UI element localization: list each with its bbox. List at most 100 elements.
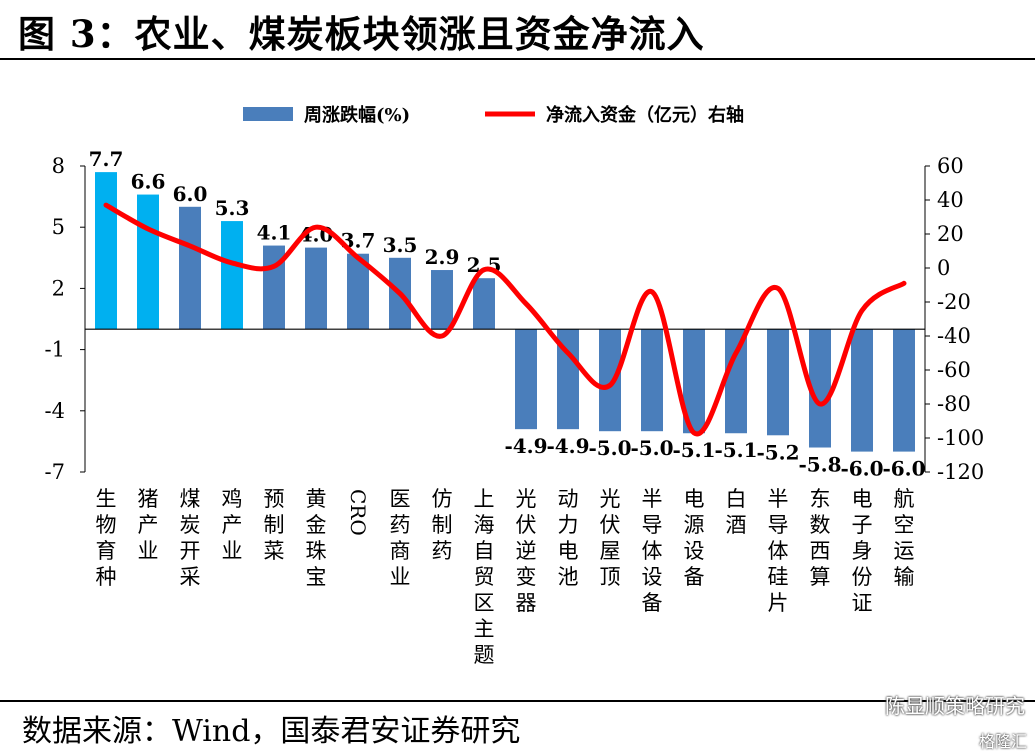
bottom-rule bbox=[0, 700, 1035, 702]
legend-swatch-bars bbox=[243, 107, 293, 121]
right-tick-label: -120 bbox=[937, 460, 984, 484]
category-label-char: 力 bbox=[558, 513, 579, 537]
category-label-char: 采 bbox=[180, 565, 201, 589]
category-label-char: 备 bbox=[642, 591, 663, 615]
bar bbox=[725, 329, 747, 434]
bar-value-label: 7.7 bbox=[89, 147, 124, 171]
left-tick-label: 2 bbox=[52, 276, 65, 300]
category-label-char: 设 bbox=[642, 565, 663, 589]
category-label-char: 金 bbox=[306, 513, 327, 537]
bar bbox=[767, 329, 789, 436]
watermark: 陈显顺策略研究 bbox=[885, 694, 1025, 718]
category-label-char: 身 bbox=[852, 539, 873, 563]
category-label-char: 电 bbox=[558, 539, 579, 563]
bar bbox=[599, 329, 621, 432]
category-label-char: 区 bbox=[474, 591, 495, 615]
category-label-char: 业 bbox=[222, 539, 243, 563]
bar bbox=[557, 329, 579, 430]
left-tick-label: -4 bbox=[45, 399, 65, 423]
category-label-char: 屋 bbox=[600, 539, 621, 563]
right-tick-label: 40 bbox=[937, 188, 964, 212]
category-label-char: 自 bbox=[474, 539, 495, 563]
category-label-char: 主 bbox=[474, 617, 495, 641]
bar-value-label: -6.0 bbox=[882, 457, 925, 481]
category-label-char: 半 bbox=[642, 487, 663, 511]
category-label-char: 份 bbox=[852, 565, 873, 589]
bar-value-label: 4.1 bbox=[257, 221, 292, 245]
right-tick-label: -80 bbox=[937, 392, 971, 416]
bar-value-label: 6.6 bbox=[131, 170, 166, 194]
category-label-char: 产 bbox=[138, 513, 159, 537]
category-label-char: 药 bbox=[432, 539, 453, 563]
category-label-char: 煤 bbox=[180, 487, 201, 511]
category-label-char: 器 bbox=[516, 591, 537, 615]
category-label: 预制菜 bbox=[264, 487, 285, 563]
bar-value-label: -5.1 bbox=[672, 438, 715, 462]
category-label-text: CRO bbox=[346, 489, 370, 536]
right-tick-label: 60 bbox=[937, 154, 964, 178]
bar bbox=[851, 329, 873, 452]
category-label-char: 药 bbox=[390, 513, 411, 537]
bar-value-label: 2.9 bbox=[425, 245, 460, 269]
bar-value-label: 6.0 bbox=[173, 182, 208, 206]
bar-value-label: -4.9 bbox=[504, 434, 547, 458]
bar bbox=[683, 329, 705, 434]
category-label-char: 逆 bbox=[516, 539, 537, 563]
bar-value-label: -5.8 bbox=[798, 453, 841, 477]
category-label-char: 变 bbox=[516, 565, 537, 589]
category-label-char: 光 bbox=[516, 487, 537, 511]
category-label-char: 黄 bbox=[306, 487, 327, 511]
bar-value-label: -5.0 bbox=[630, 436, 673, 460]
category-label-char: 数 bbox=[810, 513, 831, 537]
left-tick-label: 8 bbox=[52, 154, 65, 178]
category-label-char: 白 bbox=[726, 487, 747, 511]
category-label: CRO bbox=[346, 489, 370, 536]
right-tick-label: -20 bbox=[937, 290, 971, 314]
category-label-char: 业 bbox=[390, 565, 411, 589]
bar bbox=[641, 329, 663, 432]
category-label-char: 生 bbox=[96, 487, 117, 511]
bar-value-label: 3.5 bbox=[383, 233, 418, 257]
category-label-char: 酒 bbox=[726, 513, 747, 537]
category-label-char: 产 bbox=[222, 513, 243, 537]
category-label-char: 子 bbox=[852, 513, 873, 537]
net-inflow-line bbox=[103, 202, 907, 437]
category-label-char: 种 bbox=[96, 565, 117, 589]
category-label-char: 电 bbox=[684, 487, 705, 511]
bar bbox=[137, 194, 159, 330]
left-tick-label: -7 bbox=[45, 460, 65, 484]
category-label-char: 鸡 bbox=[222, 487, 243, 511]
category-label-char: 物 bbox=[96, 513, 117, 537]
category-label-char: 备 bbox=[684, 565, 705, 589]
bar-value-label: -4.9 bbox=[546, 434, 589, 458]
bar bbox=[893, 329, 915, 452]
legend: 周涨跌幅(%) 净流入资金（亿元）右轴 bbox=[243, 104, 744, 126]
category-label-char: 海 bbox=[474, 513, 495, 537]
category-label-char: 上 bbox=[474, 487, 495, 511]
category-label-char: 宝 bbox=[306, 565, 327, 589]
category-label-char: 顶 bbox=[600, 565, 621, 589]
category-label-char: 伏 bbox=[600, 513, 621, 537]
watermark-logo: 格隆汇 bbox=[978, 732, 1027, 751]
category-label-char: 输 bbox=[894, 565, 915, 589]
category-label-char: 航 bbox=[894, 487, 915, 511]
category-label-char: 西 bbox=[810, 539, 831, 563]
category-label-char: 导 bbox=[642, 513, 663, 537]
bar bbox=[431, 270, 453, 330]
category-label-char: 空 bbox=[894, 513, 915, 537]
category-label-char: 商 bbox=[390, 539, 411, 563]
category-label-char: 电 bbox=[852, 487, 873, 511]
category-label-char: 猪 bbox=[138, 487, 159, 511]
right-axis: 60 40 20 0 -20 -40 -60 -80 -100 -120 bbox=[924, 154, 984, 484]
category-label-char: 设 bbox=[684, 539, 705, 563]
category-label-char: 池 bbox=[558, 565, 579, 589]
category-label-char: 伏 bbox=[516, 513, 537, 537]
legend-label-line: 净流入资金（亿元）右轴 bbox=[546, 104, 744, 126]
category-label-char: 光 bbox=[600, 487, 621, 511]
